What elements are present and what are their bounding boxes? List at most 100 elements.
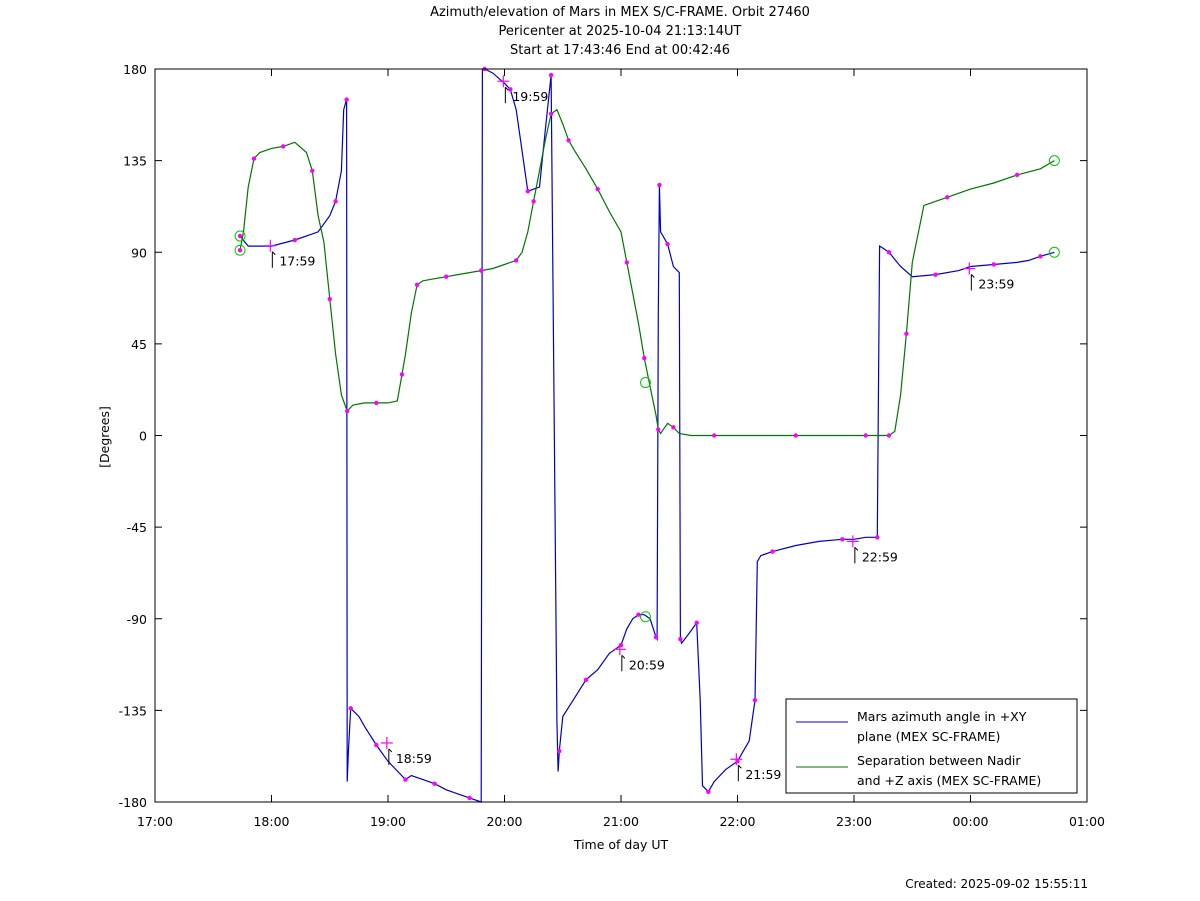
y-axis-label: [Degrees] — [97, 406, 112, 468]
separation-sample-point — [327, 296, 332, 302]
separation-sample-point — [444, 274, 449, 279]
legend-box — [785, 698, 1078, 794]
separation-sample-point — [793, 433, 798, 438]
azimuth-sample-point — [525, 188, 530, 194]
marker-layer: 17:59 18:59 19:59 20:59 21:59 22:59 23:59 — [234, 66, 1060, 801]
azimuth-sample-point — [432, 781, 437, 786]
separation-sample-point — [595, 186, 600, 192]
azimuth-sample-point — [752, 697, 758, 703]
hour-marker-label: 19:59 — [512, 89, 548, 104]
y-tick-label: 180 — [123, 62, 147, 77]
azimuth-sample-point — [374, 742, 379, 748]
separation-series-line — [239, 108, 1055, 437]
separation-sample-point — [863, 433, 868, 438]
plot-frame — [154, 68, 1088, 803]
hour-marker-pointer — [504, 86, 509, 91]
azimuth-sample-point — [557, 748, 562, 754]
hour-marker-label: 18:59 — [396, 751, 432, 766]
x-tick-label: 00:00 — [952, 814, 988, 829]
hour-marker-label: 17:59 — [279, 254, 315, 269]
separation-sample-point — [345, 408, 350, 414]
separation-sample-point — [374, 400, 379, 406]
azimuth-sample-point — [665, 241, 670, 247]
azimuth-series-line — [239, 68, 1055, 803]
separation-sample-point — [251, 156, 257, 161]
hour-marker-label: 23:59 — [978, 277, 1014, 292]
separation-sample-point — [414, 282, 420, 288]
azimuth-sample-point — [933, 272, 938, 277]
azimuth-sample-point — [548, 72, 554, 78]
separation-sample-point — [479, 268, 484, 273]
azimuth-sample-point — [344, 97, 349, 102]
azimuth-sample-point — [678, 636, 683, 642]
azimuth-sample-point — [508, 87, 513, 92]
separation-sample-point — [656, 427, 661, 432]
hour-marker-pointer — [970, 274, 975, 278]
y-tick-label: -135 — [119, 703, 147, 718]
separation-sample-point — [624, 260, 630, 265]
azimuth-sample-point — [694, 620, 699, 626]
legend: Mars azimuth angle in +XY plane (MEX SC-… — [785, 698, 1078, 794]
separation-sample-point — [548, 111, 554, 116]
azimuth-sample-point — [636, 612, 641, 617]
separation-sample-point — [399, 372, 405, 377]
x-tick-label: 18:00 — [253, 814, 289, 829]
x-tick-label: 20:00 — [486, 814, 522, 829]
x-tick-label: 22:00 — [719, 814, 755, 829]
separation-sample-point — [531, 199, 536, 204]
separation-sample-point — [886, 433, 892, 438]
tick-labels: 17:00 18:00 19:00 20:00 21:00 22:00 23:00 00:00… — [119, 62, 1105, 829]
x-tick-label: 23:00 — [836, 814, 872, 829]
separation-sample-point — [642, 355, 647, 361]
separation-sample-point — [280, 144, 286, 149]
azimuth-sample-point — [467, 795, 472, 801]
separation-sample-point — [671, 425, 676, 430]
y-tick-label: 45 — [131, 337, 147, 352]
y-tick-label: -180 — [119, 795, 147, 810]
separation-sample-point — [1014, 172, 1020, 178]
separation-sample-point — [904, 331, 909, 336]
title-line-1: Azimuth/elevation of Mars in MEX S/C-FRA… — [430, 5, 810, 20]
separation-sample-point — [712, 433, 717, 438]
azimuth-sample-point — [875, 535, 880, 540]
azimuth-sample-point — [583, 677, 589, 683]
y-tick-label: 135 — [123, 154, 147, 169]
hour-marker-pointer — [388, 748, 393, 753]
x-tick-label: 17:00 — [137, 814, 173, 829]
azimuth-sample-point — [770, 549, 775, 554]
endpoint-circle — [1048, 246, 1060, 258]
legend-label-separation-1: Separation between Nadir — [857, 753, 1021, 768]
axis-ticks — [154, 68, 1088, 803]
azimuth-sample-point — [1038, 254, 1043, 259]
title-line-2: Pericenter at 2025-10-04 21:13:14UT — [498, 24, 742, 39]
endpoint-circle — [234, 244, 246, 256]
legend-label-azimuth-2: plane (MEX SC-FRAME) — [857, 729, 1000, 744]
hour-marker-label: 20:59 — [629, 657, 665, 672]
endpoint-circle — [639, 377, 651, 389]
hour-marker-pointer — [621, 654, 626, 659]
x-tick-label: 21:00 — [603, 814, 639, 829]
separation-sample-point — [237, 248, 243, 253]
endpoint-circle — [234, 230, 246, 242]
hour-marker-pointer — [271, 251, 276, 256]
y-tick-label: 90 — [131, 245, 147, 260]
azimuth-sample-point — [292, 237, 297, 243]
hour-marker-pointer — [854, 547, 859, 551]
y-tick-label: -45 — [127, 520, 147, 535]
x-tick-label: 19:00 — [370, 814, 406, 829]
series-layer — [239, 68, 1055, 803]
created-timestamp: Created: 2025-09-02 15:55:11 — [905, 877, 1088, 891]
hour-marker-label: 22:59 — [862, 549, 898, 564]
separation-sample-point — [513, 258, 519, 263]
hour-marker-label: 21:59 — [745, 767, 781, 782]
azimuth-sample-point — [403, 777, 408, 782]
title-line-3: Start at 17:43:46 End at 00:42:46 — [509, 43, 731, 58]
azimuth-sample-point — [886, 250, 892, 255]
azimuth-sample-point — [333, 199, 338, 204]
legend-label-azimuth-1: Mars azimuth angle in +XY — [857, 709, 1027, 724]
separation-sample-point — [310, 168, 315, 174]
azimuth-sample-point — [706, 789, 711, 795]
azimuth-sample-point — [657, 182, 662, 188]
endpoint-circle — [639, 611, 651, 623]
